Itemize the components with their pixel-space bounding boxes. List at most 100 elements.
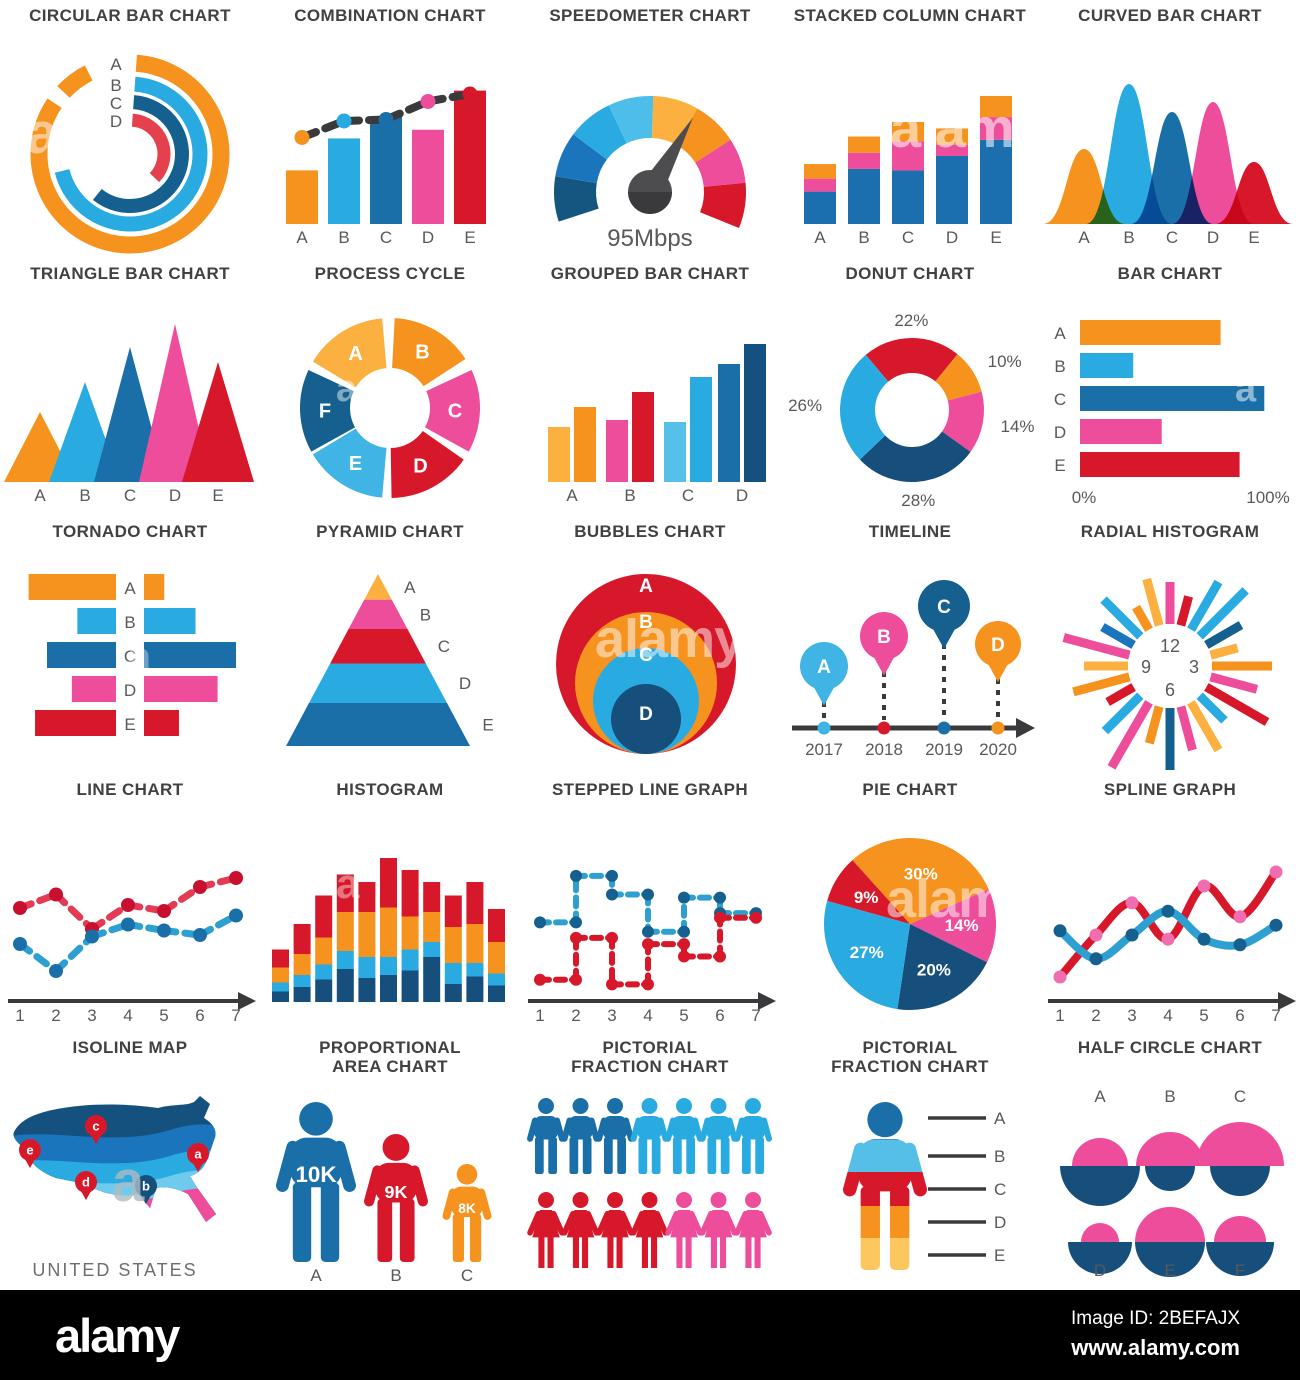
svg-text:D: D [1094, 1261, 1106, 1280]
svg-text:3: 3 [1189, 657, 1199, 677]
svg-text:2019: 2019 [925, 740, 963, 759]
svg-text:D: D [991, 635, 1005, 656]
svg-text:22%: 22% [894, 311, 928, 330]
tile-title: GROUPED BAR CHART [550, 264, 750, 283]
tile-h-bar: BAR CHART A B C D E 0% 100% [1040, 258, 1300, 516]
tile-grouped-bar: GROUPED BAR CHART A B C D [520, 258, 780, 516]
svg-text:B: B [338, 228, 349, 247]
svg-text:0%: 0% [1072, 488, 1097, 507]
svg-text:B: B [420, 605, 431, 624]
tile-title: SPLINE GRAPH [1103, 780, 1237, 799]
tile-title: HALF CIRCLE CHART [1077, 1038, 1263, 1057]
svg-text:E: E [1054, 456, 1065, 475]
timeline-graphic: A B C D 2017 2018 2019 2020 [792, 580, 1035, 759]
svg-text:1: 1 [15, 1006, 24, 1025]
svg-text:14%: 14% [1001, 417, 1035, 436]
stepped-canvas: 1 2 3 4 5 6 7 [520, 816, 780, 1028]
tile-title: STEPPED LINE GRAPH [551, 780, 749, 799]
svg-text:5: 5 [159, 1006, 168, 1025]
svg-text:A: A [124, 579, 136, 598]
tile-title: SPEEDOMETER CHART [549, 6, 751, 25]
svg-text:6: 6 [195, 1006, 204, 1025]
tile-timeline: TIMELINE A B C D 2017 2018 2019 2020 [780, 516, 1040, 774]
svg-text:C: C [448, 400, 462, 422]
svg-text:27%: 27% [850, 943, 884, 962]
svg-text:2017: 2017 [805, 740, 843, 759]
svg-text:5: 5 [679, 1006, 688, 1025]
svg-text:A: A [814, 228, 826, 247]
svg-text:B: B [1164, 1087, 1175, 1106]
svg-text:C: C [994, 1180, 1006, 1199]
svg-text:3: 3 [607, 1006, 616, 1025]
tile-process-cycle: PROCESS CYCLE A B C D E F [260, 258, 520, 516]
svg-text:D: D [1207, 228, 1219, 247]
process-cycle-graphic: A B C D E F [300, 318, 480, 498]
tile-stacked-column: STACKED COLUMN CHART A B C D E [780, 0, 1040, 258]
svg-text:C: C [639, 645, 653, 666]
alamy-logo: alamy [55, 1308, 180, 1362]
svg-text:9%: 9% [854, 888, 879, 907]
tile-combination: COMBINATION CHART A B C D E [260, 0, 520, 258]
svg-text:C: C [438, 637, 450, 656]
tile-triangle-bar: TRIANGLE BAR CHART A B C D E [0, 258, 260, 516]
svg-text:28%: 28% [901, 491, 935, 510]
svg-text:1: 1 [1055, 1006, 1064, 1025]
svg-text:2020: 2020 [979, 740, 1017, 759]
svg-text:C: C [902, 228, 914, 247]
svg-text:UNITED STATES: UNITED STATES [32, 1260, 197, 1280]
half-circles-canvas: A B C D E F [1040, 1074, 1300, 1286]
svg-text:9K: 9K [385, 1182, 408, 1202]
svg-text:B: B [1054, 357, 1065, 376]
svg-text:E: E [482, 716, 493, 735]
tile-speedometer: SPEEDOMETER CHART 95Mbps [520, 0, 780, 258]
combination-graphic: A B C D E [286, 86, 486, 247]
combination-canvas: A B C D E [260, 42, 520, 254]
svg-text:b: b [142, 1179, 150, 1194]
svg-text:A: A [34, 486, 46, 505]
svg-text:D: D [736, 486, 748, 505]
stacked-column-graphic: A B C D E [804, 96, 1012, 247]
tile-title: PROCESS CYCLE [314, 264, 466, 283]
svg-text:A: A [310, 1266, 322, 1285]
tile-curved-bar: CURVED BAR CHART A B C D E [1040, 0, 1300, 258]
svg-text:C: C [682, 486, 694, 505]
svg-text:A: A [1054, 324, 1066, 343]
tile-tornado: TORNADO CHART A B C D E [0, 516, 260, 774]
footer-meta: Image ID: 2BEFAJX www.alamy.com [1071, 1306, 1240, 1363]
tile-pyramid: PYRAMID CHART A B C D E [260, 516, 520, 774]
pie-canvas: 30% 14% 20% 27% 9% [780, 816, 1040, 1028]
tile-pictorial-rows: PICTORIAL FRACTION CHART [520, 1032, 780, 1290]
svg-text:20%: 20% [917, 961, 951, 980]
svg-text:B: B [415, 342, 429, 364]
svg-text:B: B [858, 228, 869, 247]
svg-text:e: e [26, 1143, 33, 1158]
tile-isoline-map: ISOLINE MAP e c a d b UNITED STATES [0, 1032, 260, 1290]
svg-text:B: B [1123, 228, 1134, 247]
svg-text:C: C [461, 1266, 473, 1285]
svg-text:F: F [1235, 1261, 1245, 1280]
pictorial-rows-canvas [520, 1074, 780, 1286]
tile-title: STACKED COLUMN CHART [793, 6, 1027, 25]
histogram-canvas [260, 816, 520, 1028]
tile-spline: SPLINE GRAPH 1 2 3 4 5 6 7 [1040, 774, 1300, 1032]
svg-text:B: B [877, 627, 891, 648]
svg-text:7: 7 [1271, 1006, 1280, 1025]
svg-text:B: B [110, 76, 121, 95]
half-circles-graphic: A B C D E F [1060, 1087, 1284, 1280]
svg-text:D: D [422, 228, 434, 247]
tile-line: LINE CHART 1 2 3 4 5 6 7 [0, 774, 260, 1032]
stacked-column-canvas: A B C D E [780, 42, 1040, 254]
donut-canvas: 22% 10% 14% 28% 26% [780, 300, 1040, 512]
svg-text:A: A [1078, 228, 1090, 247]
tile-title: RADIAL HISTOGRAM [1080, 522, 1260, 541]
tile-title: PYRAMID CHART [316, 522, 464, 541]
donut-graphic: 22% 10% 14% 28% 26% [788, 311, 1035, 510]
grouped-bar-canvas: A B C D [520, 300, 780, 512]
tile-pie: PIE CHART 30% 14% 20% 27% 9% [780, 774, 1040, 1032]
svg-text:d: d [82, 1175, 90, 1190]
tile-title: DONUT CHART [845, 264, 975, 283]
